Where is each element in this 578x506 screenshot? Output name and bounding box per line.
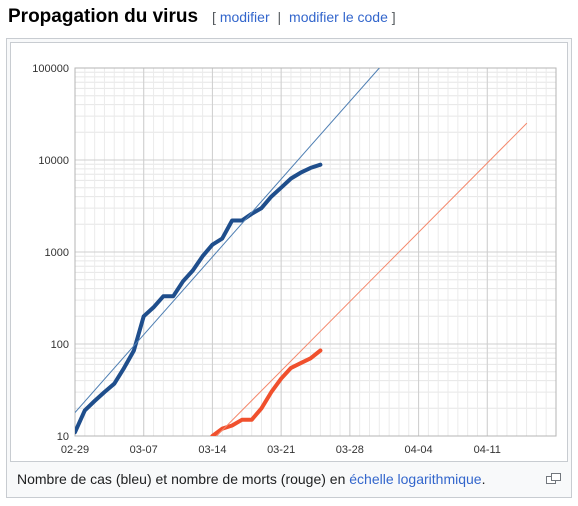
edit-section-links: [ modifier | modifier le code ] xyxy=(212,9,396,25)
caption-text-before: Nombre de cas (bleu) et nombre de morts … xyxy=(17,471,350,487)
magnify-clip-icon[interactable] xyxy=(546,473,561,484)
trend-line-2 xyxy=(75,68,380,413)
edit-code-link[interactable]: modifier le code xyxy=(289,9,388,25)
figure-caption: Nombre de cas (bleu) et nombre de morts … xyxy=(17,471,485,487)
y-tick-label: 1000 xyxy=(45,247,69,259)
edit-link[interactable]: modifier xyxy=(219,9,270,25)
edit-bracket-close: ] xyxy=(391,9,396,25)
edit-bracket-open: [ xyxy=(212,9,216,25)
x-tick-label: 03-07 xyxy=(130,444,158,456)
x-tick-label: 03-14 xyxy=(198,444,226,456)
caption-text-after: . xyxy=(481,471,486,487)
edit-separator: | xyxy=(277,9,282,25)
trend-line-3 xyxy=(215,122,528,436)
y-tick-label: 10000 xyxy=(38,155,69,167)
data-series-line-1 xyxy=(210,348,323,436)
x-tick-label: 02-29 xyxy=(61,444,89,456)
virus-spread-chart: 10 100 1000 10000 100000 02-29 03-07 03-14 03-21… xyxy=(32,63,557,456)
section-heading: Propagation du virus [ modifier | modifi… xyxy=(8,6,396,34)
caption-log-scale-link[interactable]: échelle logarithmique xyxy=(349,471,482,487)
section-title: Propagation du virus xyxy=(8,6,199,27)
x-tick-label: 03-28 xyxy=(336,444,364,456)
data-series-line-0 xyxy=(75,162,323,435)
plot-frame xyxy=(74,67,557,437)
y-tick-label: 100000 xyxy=(32,63,69,75)
chart-image[interactable]: 10 100 1000 10000 100000 02-29 03-07 03-14 03-21… xyxy=(10,42,568,462)
y-tick-label: 10 xyxy=(57,431,69,443)
y-tick-label: 100 xyxy=(51,339,69,351)
x-tick-label: 03-21 xyxy=(267,444,295,456)
x-tick-label: 04-04 xyxy=(405,444,433,456)
figure-thumbnail: 10 100 1000 10000 100000 02-29 03-07 03-14 03-21… xyxy=(6,38,572,498)
x-tick-label: 04-11 xyxy=(474,444,501,456)
